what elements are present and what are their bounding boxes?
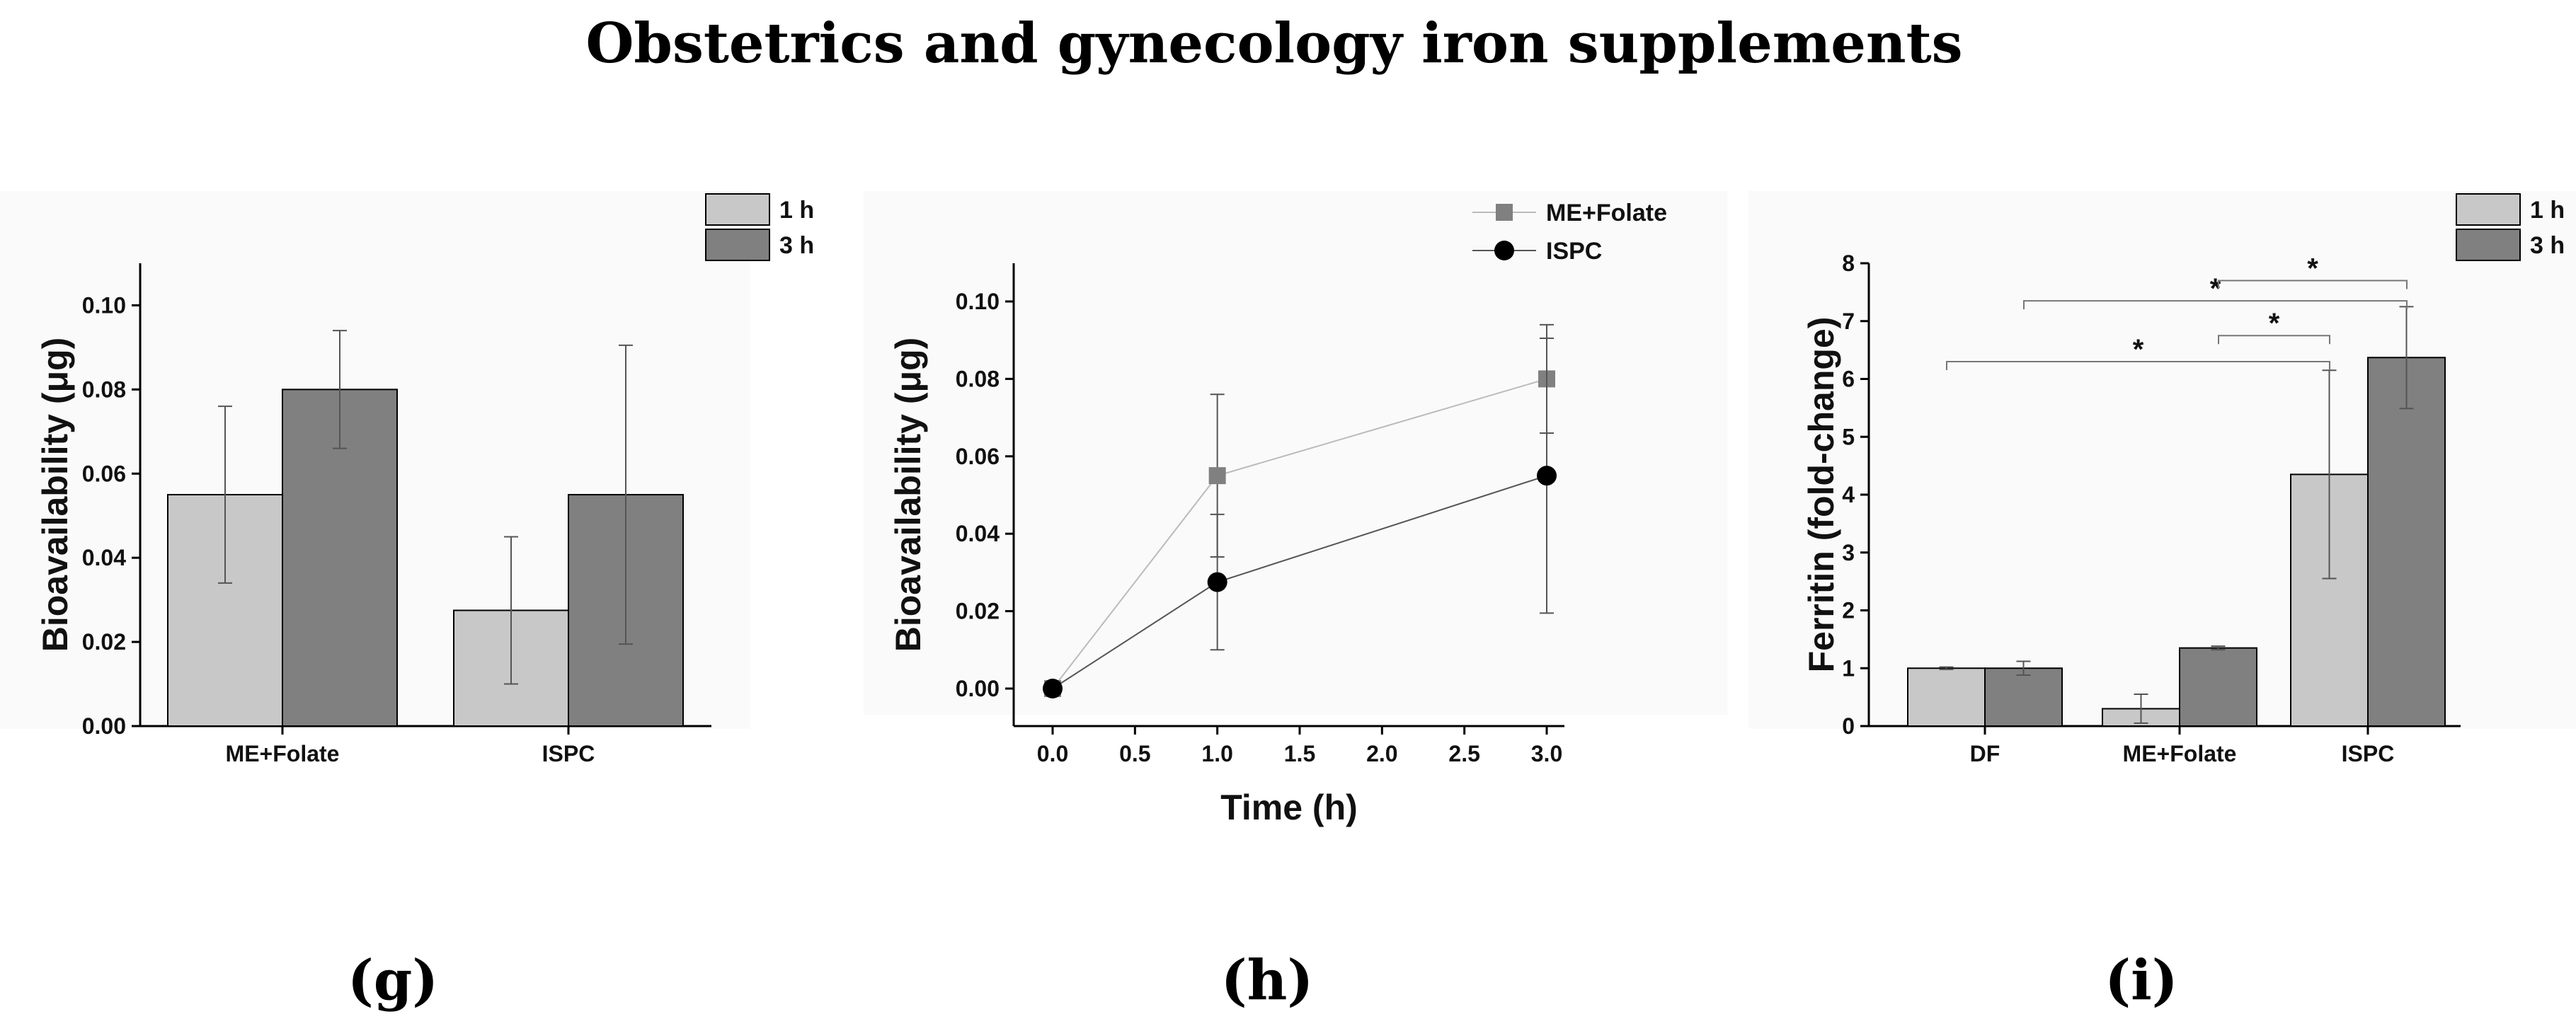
h-point-ispc — [1207, 572, 1227, 592]
i-y-tick-label: 3 — [1842, 540, 1855, 565]
i-y-tick-label: 6 — [1842, 367, 1855, 392]
h-x-tick-label: 1.5 — [1284, 741, 1315, 766]
i-significance-star: * — [2133, 334, 2144, 365]
i-y-axis-title: Ferritin (fold-change) — [1802, 317, 1841, 673]
h-y-tick-label: 0.02 — [956, 599, 1000, 624]
g-y-tick-label: 0.00 — [82, 713, 126, 739]
g-y-tick-label: 0.10 — [82, 292, 126, 318]
h-point-me-folate — [1208, 467, 1226, 485]
i-significance-bracket — [2218, 280, 2408, 289]
i-bar-df-3h — [1984, 667, 2063, 727]
i-y-tick-label: 1 — [1842, 655, 1855, 681]
g-x-tick-label: ISPC — [542, 741, 595, 766]
panel-h: 0.00 0.02 0.04 0.06 0.08 0.10 Bioavailability … — [864, 191, 1727, 1013]
h-x-tick-label: 2.5 — [1448, 741, 1479, 766]
i-significance-bracket — [2023, 300, 2408, 310]
i-bar-ispc-3h — [2367, 357, 2446, 727]
i-significance-star: * — [2269, 308, 2280, 339]
i-legend-label-0: 1 h — [2530, 197, 2565, 224]
h-point-ispc — [1043, 679, 1063, 698]
g-y-axis-title: Bioavailability (μg) — [35, 338, 75, 652]
h-y-axis-title: Bioavailability (μg) — [888, 338, 928, 652]
panel-g-label: (g) — [348, 948, 438, 1013]
h-x-tick-label: 1.0 — [1201, 741, 1232, 766]
h-legend-marker-square — [1496, 204, 1513, 221]
i-y-tick-label: 2 — [1842, 598, 1855, 623]
i-bar-df-1h — [1907, 667, 1986, 727]
i-significance-star: * — [2210, 273, 2221, 304]
i-legend-swatch-0 — [2456, 193, 2521, 226]
h-y-tick-label: 0.04 — [956, 521, 1000, 546]
panel-g-plot: 0.00 0.02 0.04 0.06 0.08 0.10 Bioavailability … — [35, 193, 814, 766]
g-legend-label-1: 3 h — [779, 232, 814, 259]
h-x-axis-title: Time (h) — [1220, 788, 1358, 827]
panel-h-plot: 0.00 0.02 0.04 0.06 0.08 0.10 Bioavailability … — [888, 200, 1667, 827]
panel-g: 0.00 0.02 0.04 0.06 0.08 0.10 Bioavailability … — [0, 191, 814, 1013]
g-y-tick-label: 0.06 — [82, 461, 126, 486]
h-y-tick-label: 0.10 — [956, 289, 1000, 314]
g-legend-label-0: 1 h — [779, 197, 814, 224]
h-legend-label-0: ME+Folate — [1546, 200, 1667, 226]
i-x-tick-label: DF — [1970, 741, 2000, 766]
panel-i: 0 1 2 3 4 5 6 7 8 Ferritin (fold-change) DF ME+Fola… — [1748, 191, 2576, 1013]
g-legend-swatch-1 — [705, 229, 770, 261]
h-point-ispc — [1537, 466, 1557, 486]
h-x-tick-label: 0.5 — [1119, 741, 1150, 766]
g-x-tick-label: ME+Folate — [226, 741, 340, 766]
i-significance-bracket — [2218, 335, 2330, 345]
i-y-tick-label: 4 — [1842, 482, 1855, 507]
g-y-tick-label: 0.04 — [82, 545, 126, 570]
h-x-tick-label: 0.0 — [1037, 741, 1068, 766]
g-y-tick-label: 0.08 — [82, 376, 126, 402]
i-x-tick-label: ISPC — [2342, 741, 2395, 766]
i-y-tick-label: 0 — [1842, 713, 1855, 739]
i-significance-bracket — [1946, 360, 2330, 370]
panel-h-label: (h) — [1221, 948, 1314, 1013]
figure-title: Obstetrics and gynecology iron supplemen… — [585, 11, 1962, 76]
i-y-tick-label: 8 — [1842, 251, 1855, 276]
i-significance-star: * — [2307, 253, 2318, 284]
h-x-tick-label: 3.0 — [1531, 741, 1562, 766]
g-y-tick-label: 0.02 — [82, 629, 126, 655]
h-y-tick-label: 0.06 — [956, 444, 1000, 469]
h-legend-marker-circle — [1494, 241, 1514, 260]
h-x-tick-label: 2.0 — [1366, 741, 1397, 766]
h-y-tick-label: 0.00 — [956, 676, 1000, 701]
panel-i-plot: 0 1 2 3 4 5 6 7 8 Ferritin (fold-change) DF ME+Fola… — [1802, 193, 2565, 766]
h-legend-label-1: ISPC — [1546, 238, 1602, 265]
panel-i-background — [1748, 191, 2576, 729]
i-bar-me-folate-3h — [2179, 647, 2257, 727]
h-y-tick-label: 0.08 — [956, 366, 1000, 391]
g-legend-swatch-0 — [705, 193, 770, 226]
panel-i-label: (i) — [2105, 948, 2177, 1013]
i-y-tick-label: 5 — [1842, 424, 1855, 449]
i-y-tick-label: 7 — [1842, 309, 1855, 334]
i-legend-swatch-1 — [2456, 229, 2521, 261]
i-x-tick-label: ME+Folate — [2123, 741, 2237, 766]
i-legend-label-1: 3 h — [2530, 232, 2565, 259]
